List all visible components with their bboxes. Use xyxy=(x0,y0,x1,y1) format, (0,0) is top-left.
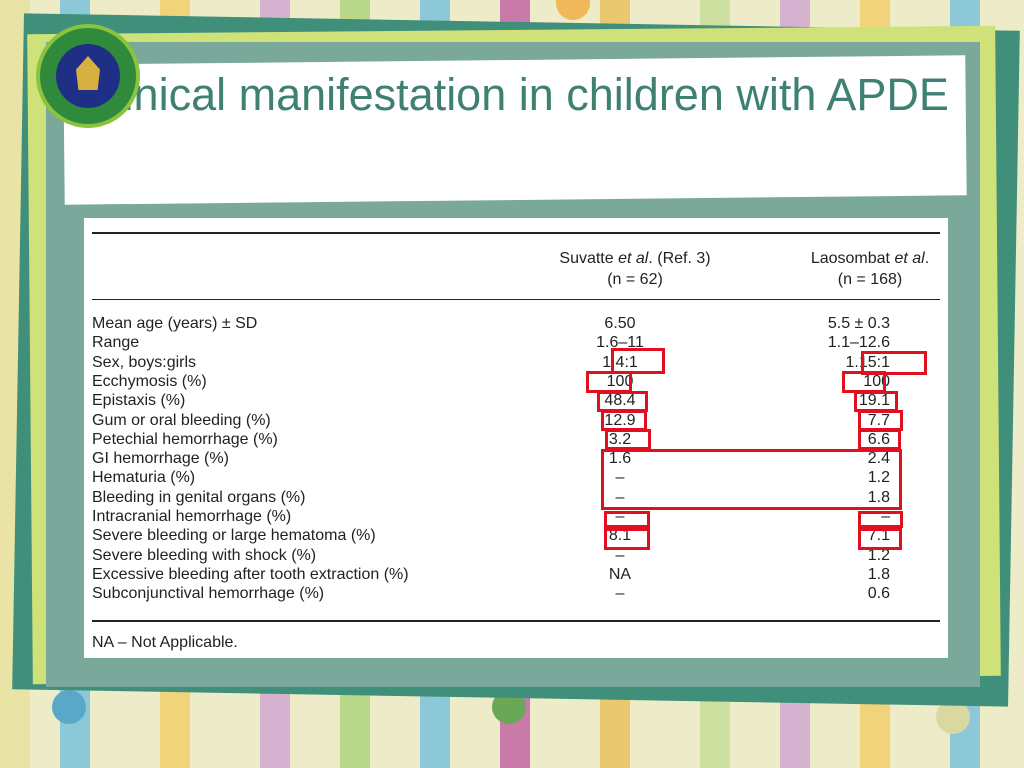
row-label: Excessive bleeding after tooth extractio… xyxy=(92,565,409,583)
suvatte-value: – xyxy=(615,585,625,603)
highlight-box xyxy=(586,371,632,393)
table-top-rule xyxy=(92,232,940,234)
row-label: GI hemorrhage (%) xyxy=(92,450,229,468)
table-row: Mean age (years) ± SD 6.50 5.5 ± 0.3 xyxy=(0,315,1024,334)
row-label: Severe bleeding with shock (%) xyxy=(92,546,317,564)
table-bottom-rule xyxy=(92,620,940,622)
table-row: GI hemorrhage (%) 1.6 2.4 xyxy=(0,450,1024,469)
laosombat-value: 0.6 xyxy=(867,585,890,603)
laosombat-value: 19.1 xyxy=(858,392,890,410)
highlight-box xyxy=(861,351,927,375)
header-etal: et al xyxy=(618,250,649,267)
column-header-suvatte: Suvatte et al. (Ref. 3) (n = 62) xyxy=(530,248,740,290)
suvatte-value: NA xyxy=(608,565,632,583)
table-row: Severe bleeding with shock (%) – 1.2 xyxy=(0,547,1024,566)
laosombat-value: 6.6 xyxy=(867,430,890,448)
highlight-box xyxy=(611,348,665,374)
highlight-box xyxy=(858,429,901,450)
table-row: Epistaxis (%) 48.4 19.1 xyxy=(0,392,1024,411)
row-label: Subconjunctival hemorrhage (%) xyxy=(92,585,325,603)
highlight-box xyxy=(858,511,903,528)
table-row: Sex, boys:girls 1.4:1 1.15:1 xyxy=(0,354,1024,373)
table-row: Intracranial hemorrhage (%) – – xyxy=(0,508,1024,527)
row-label: Ecchymosis (%) xyxy=(92,372,207,390)
laosombat-value: 5.5 ± 0.3 xyxy=(827,315,890,332)
decorative-pin xyxy=(556,0,590,20)
table-row: Excessive bleeding after tooth extractio… xyxy=(0,566,1024,585)
table-row: Range 1.6–11 1.1–12.6 xyxy=(0,334,1024,353)
suvatte-value: 48.4 xyxy=(604,392,636,410)
table-row: Gum or oral bleeding (%) 12.9 7.7 xyxy=(0,412,1024,431)
row-label: Range xyxy=(92,334,140,352)
suvatte-value: 1.6–11 xyxy=(596,334,644,352)
laosombat-value: 1.8 xyxy=(867,565,890,583)
highlight-box xyxy=(858,410,903,431)
row-label: Epistaxis (%) xyxy=(92,392,186,410)
row-label: Bleeding in genital organs (%) xyxy=(92,488,306,506)
highlight-box xyxy=(601,449,902,510)
header-n: (n = 62) xyxy=(607,271,663,288)
column-header-laosombat: Laosombat et al. (n = 168) xyxy=(780,248,960,290)
suvatte-value: 8.1 xyxy=(608,527,632,545)
row-label: Petechial hemorrhage (%) xyxy=(92,430,278,448)
suvatte-value: 1.6 xyxy=(608,450,632,468)
laosombat-value: 7.1 xyxy=(867,527,890,545)
header-n: (n = 168) xyxy=(837,271,903,288)
row-label: Intracranial hemorrhage (%) xyxy=(92,508,292,525)
suvatte-value: 12.9 xyxy=(604,411,636,429)
highlight-box xyxy=(858,528,902,550)
laosombat-value: – xyxy=(881,508,890,525)
laosombat-value: 7.7 xyxy=(867,411,890,429)
row-label: Gum or oral bleeding (%) xyxy=(92,411,271,429)
highlight-box xyxy=(842,371,886,393)
suvatte-value: – xyxy=(615,488,625,506)
row-label: Sex, boys:girls xyxy=(92,353,197,371)
table-footnote: NA – Not Applicable. xyxy=(92,634,238,651)
laosombat-value: 1.2 xyxy=(867,546,890,564)
decorative-pin xyxy=(52,690,86,724)
header-ref: . (Ref. 3) xyxy=(648,250,711,267)
laosombat-value: 1.1–12.6 xyxy=(827,334,890,352)
slide-title: Clinical manifestation in children with … xyxy=(81,69,949,120)
highlight-box xyxy=(601,410,647,431)
highlight-box xyxy=(854,391,898,412)
highlight-box xyxy=(604,528,650,550)
suvatte-value: 100 xyxy=(606,372,634,390)
suvatte-value: – xyxy=(615,508,625,525)
table-row: Hematuria (%) – 1.2 xyxy=(0,469,1024,488)
highlight-box xyxy=(597,391,648,412)
laosombat-value: 1.2 xyxy=(867,469,890,487)
header-author: Suvatte xyxy=(559,250,614,267)
suvatte-value: – xyxy=(615,469,625,487)
university-logo xyxy=(40,28,136,124)
laosombat-value: 2.4 xyxy=(867,450,890,468)
laosombat-value: 1.8 xyxy=(867,488,890,506)
header-ref: . xyxy=(924,250,930,267)
row-label: Mean age (years) ± SD xyxy=(92,315,258,332)
highlight-box xyxy=(604,511,650,528)
table-row: Petechial hemorrhage (%) 3.2 6.6 xyxy=(0,431,1024,450)
highlight-box xyxy=(605,429,651,450)
table-row: Bleeding in genital organs (%) – 1.8 xyxy=(0,489,1024,508)
table-panel xyxy=(84,218,948,658)
row-label: Severe bleeding or large hematoma (%) xyxy=(92,527,376,545)
header-author: Laosombat xyxy=(810,250,890,267)
suvatte-value: 3.2 xyxy=(608,430,632,448)
table-row: Subconjunctival hemorrhage (%) – 0.6 xyxy=(0,585,1024,604)
header-etal: et al xyxy=(894,250,925,267)
row-label: Hematuria (%) xyxy=(92,469,196,487)
laosombat-value: 1.15:1 xyxy=(845,353,890,371)
suvatte-value: 6.50 xyxy=(604,315,636,332)
table-row: Severe bleeding or large hematoma (%) 8.1… xyxy=(0,527,1024,546)
suvatte-value: – xyxy=(615,546,625,564)
table-header-rule xyxy=(92,299,940,300)
